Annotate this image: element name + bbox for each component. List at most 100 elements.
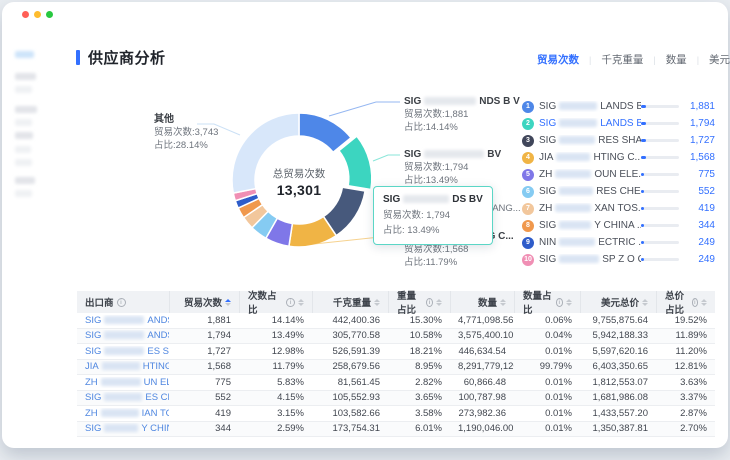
sidebar-item-9[interactable] [15, 177, 35, 184]
sidebar-item-4[interactable] [15, 106, 37, 113]
info-icon[interactable]: i [116, 297, 126, 307]
sort-icon[interactable] [374, 298, 380, 306]
cell-数量: 4,771,098.56 [458, 314, 514, 326]
rank-badge: 1 [522, 100, 534, 113]
cell-千克重量: 258,679.56 [332, 361, 380, 373]
column-header-4[interactable]: 千克重量 [312, 291, 388, 313]
column-label: 数量 [477, 298, 497, 309]
column-header-7[interactable]: 数量占比 i [514, 291, 580, 316]
rank-value: 249 [698, 237, 715, 248]
sidebar-item-5[interactable] [15, 119, 32, 126]
sort-icon[interactable] [298, 298, 304, 306]
column-header-2[interactable]: 贸易次数 [169, 291, 239, 313]
redacted-text [104, 331, 145, 340]
sort-icon[interactable] [225, 298, 231, 306]
donut-chart[interactable] [152, 87, 482, 272]
tab-metric-1[interactable]: 贸易次数 [537, 54, 579, 66]
ranking-row-8[interactable]: 8 SIG Y CHINA ... 344 [522, 217, 715, 234]
tab-metric-2[interactable]: 千克重量 [601, 54, 644, 66]
redacted-text [556, 153, 591, 161]
column-header-6[interactable]: 数量 [450, 291, 514, 313]
sidebar-item-3[interactable] [15, 86, 32, 93]
chart-callout-hidden-fragment: SHANG... [479, 203, 521, 214]
sidebar-item-8[interactable] [15, 159, 32, 166]
cell-次数占比: 4.15% [277, 392, 304, 404]
column-header-5[interactable]: 重量占比 i [388, 291, 450, 316]
ranking-row-4[interactable]: 4 JIA HTING C... 1,568 [522, 149, 715, 166]
tab-metric-4[interactable]: 美元总价 [709, 54, 730, 66]
sidebar-item-7[interactable] [15, 146, 31, 153]
sidebar-nav [15, 51, 55, 197]
rank-value: 1,881 [689, 101, 715, 112]
sort-icon[interactable] [701, 298, 707, 306]
exporter-link[interactable]: SIGANDS B V [85, 314, 169, 326]
cell-数量占比: 0.01% [545, 345, 572, 357]
tab-metric-3[interactable]: 数量 [665, 54, 687, 66]
info-icon[interactable]: i [426, 297, 433, 307]
title-accent-bar [76, 50, 80, 65]
cell-次数占比: 14.14% [271, 314, 304, 326]
callout-leader-line [197, 123, 241, 136]
maximize-button[interactable] [46, 11, 53, 18]
rank-badge: 9 [522, 236, 534, 249]
sort-icon[interactable] [500, 298, 506, 306]
cell-贸易次数: 1,794 [207, 330, 231, 342]
minimize-button[interactable] [34, 11, 41, 18]
donut-segment-NDS B V[interactable] [298, 112, 352, 153]
cell-贸易次数: 552 [215, 392, 231, 404]
column-label: 千克重量 [332, 298, 371, 309]
sidebar-item-6[interactable] [15, 132, 33, 139]
sort-icon[interactable] [566, 298, 572, 306]
sort-icon[interactable] [642, 298, 648, 306]
cell-总价占比: 11.20% [675, 345, 707, 357]
cell-次数占比: 5.83% [277, 376, 304, 388]
rank-value: 344 [698, 220, 715, 231]
cell-数量占比: 0.06% [545, 314, 572, 326]
close-button[interactable] [22, 11, 29, 18]
column-label: 贸易次数 [183, 298, 222, 309]
chart-callout-2: SIG BV 贸易次数:1,794 占比:13.49% [404, 149, 502, 186]
rank-value: 775 [698, 169, 715, 180]
column-header-3[interactable]: 次数占比 i [239, 291, 312, 316]
donut-segment-BV[interactable] [338, 135, 373, 191]
rank-badge: 3 [522, 134, 534, 147]
donut-segment-其他[interactable] [231, 112, 300, 194]
column-header-8[interactable]: 美元总价 [580, 291, 656, 313]
exporter-link[interactable]: SIGANDS BV [85, 330, 169, 342]
cell-重量占比: 3.58% [415, 407, 442, 419]
cell-千克重量: 442,400.36 [332, 314, 380, 326]
column-header-1[interactable]: 出口商 i [77, 291, 169, 313]
redacted-text [559, 136, 596, 144]
window-controls [22, 11, 53, 18]
info-icon[interactable]: i [555, 297, 563, 307]
sidebar-item-1[interactable] [15, 51, 34, 58]
sidebar-item-10[interactable] [15, 190, 32, 197]
redacted-text [555, 170, 592, 178]
donut-center-title: 总贸易次数 [272, 168, 326, 180]
info-icon[interactable]: i [691, 297, 698, 307]
info-icon[interactable]: i [286, 297, 295, 307]
column-header-9[interactable]: 总价占比 i [656, 291, 715, 316]
sidebar-item-2[interactable] [15, 73, 36, 80]
sort-icon[interactable] [436, 298, 442, 306]
donut-center-label: 总贸易次数 13,301 [254, 168, 344, 199]
rank-value: 1,727 [689, 135, 715, 146]
